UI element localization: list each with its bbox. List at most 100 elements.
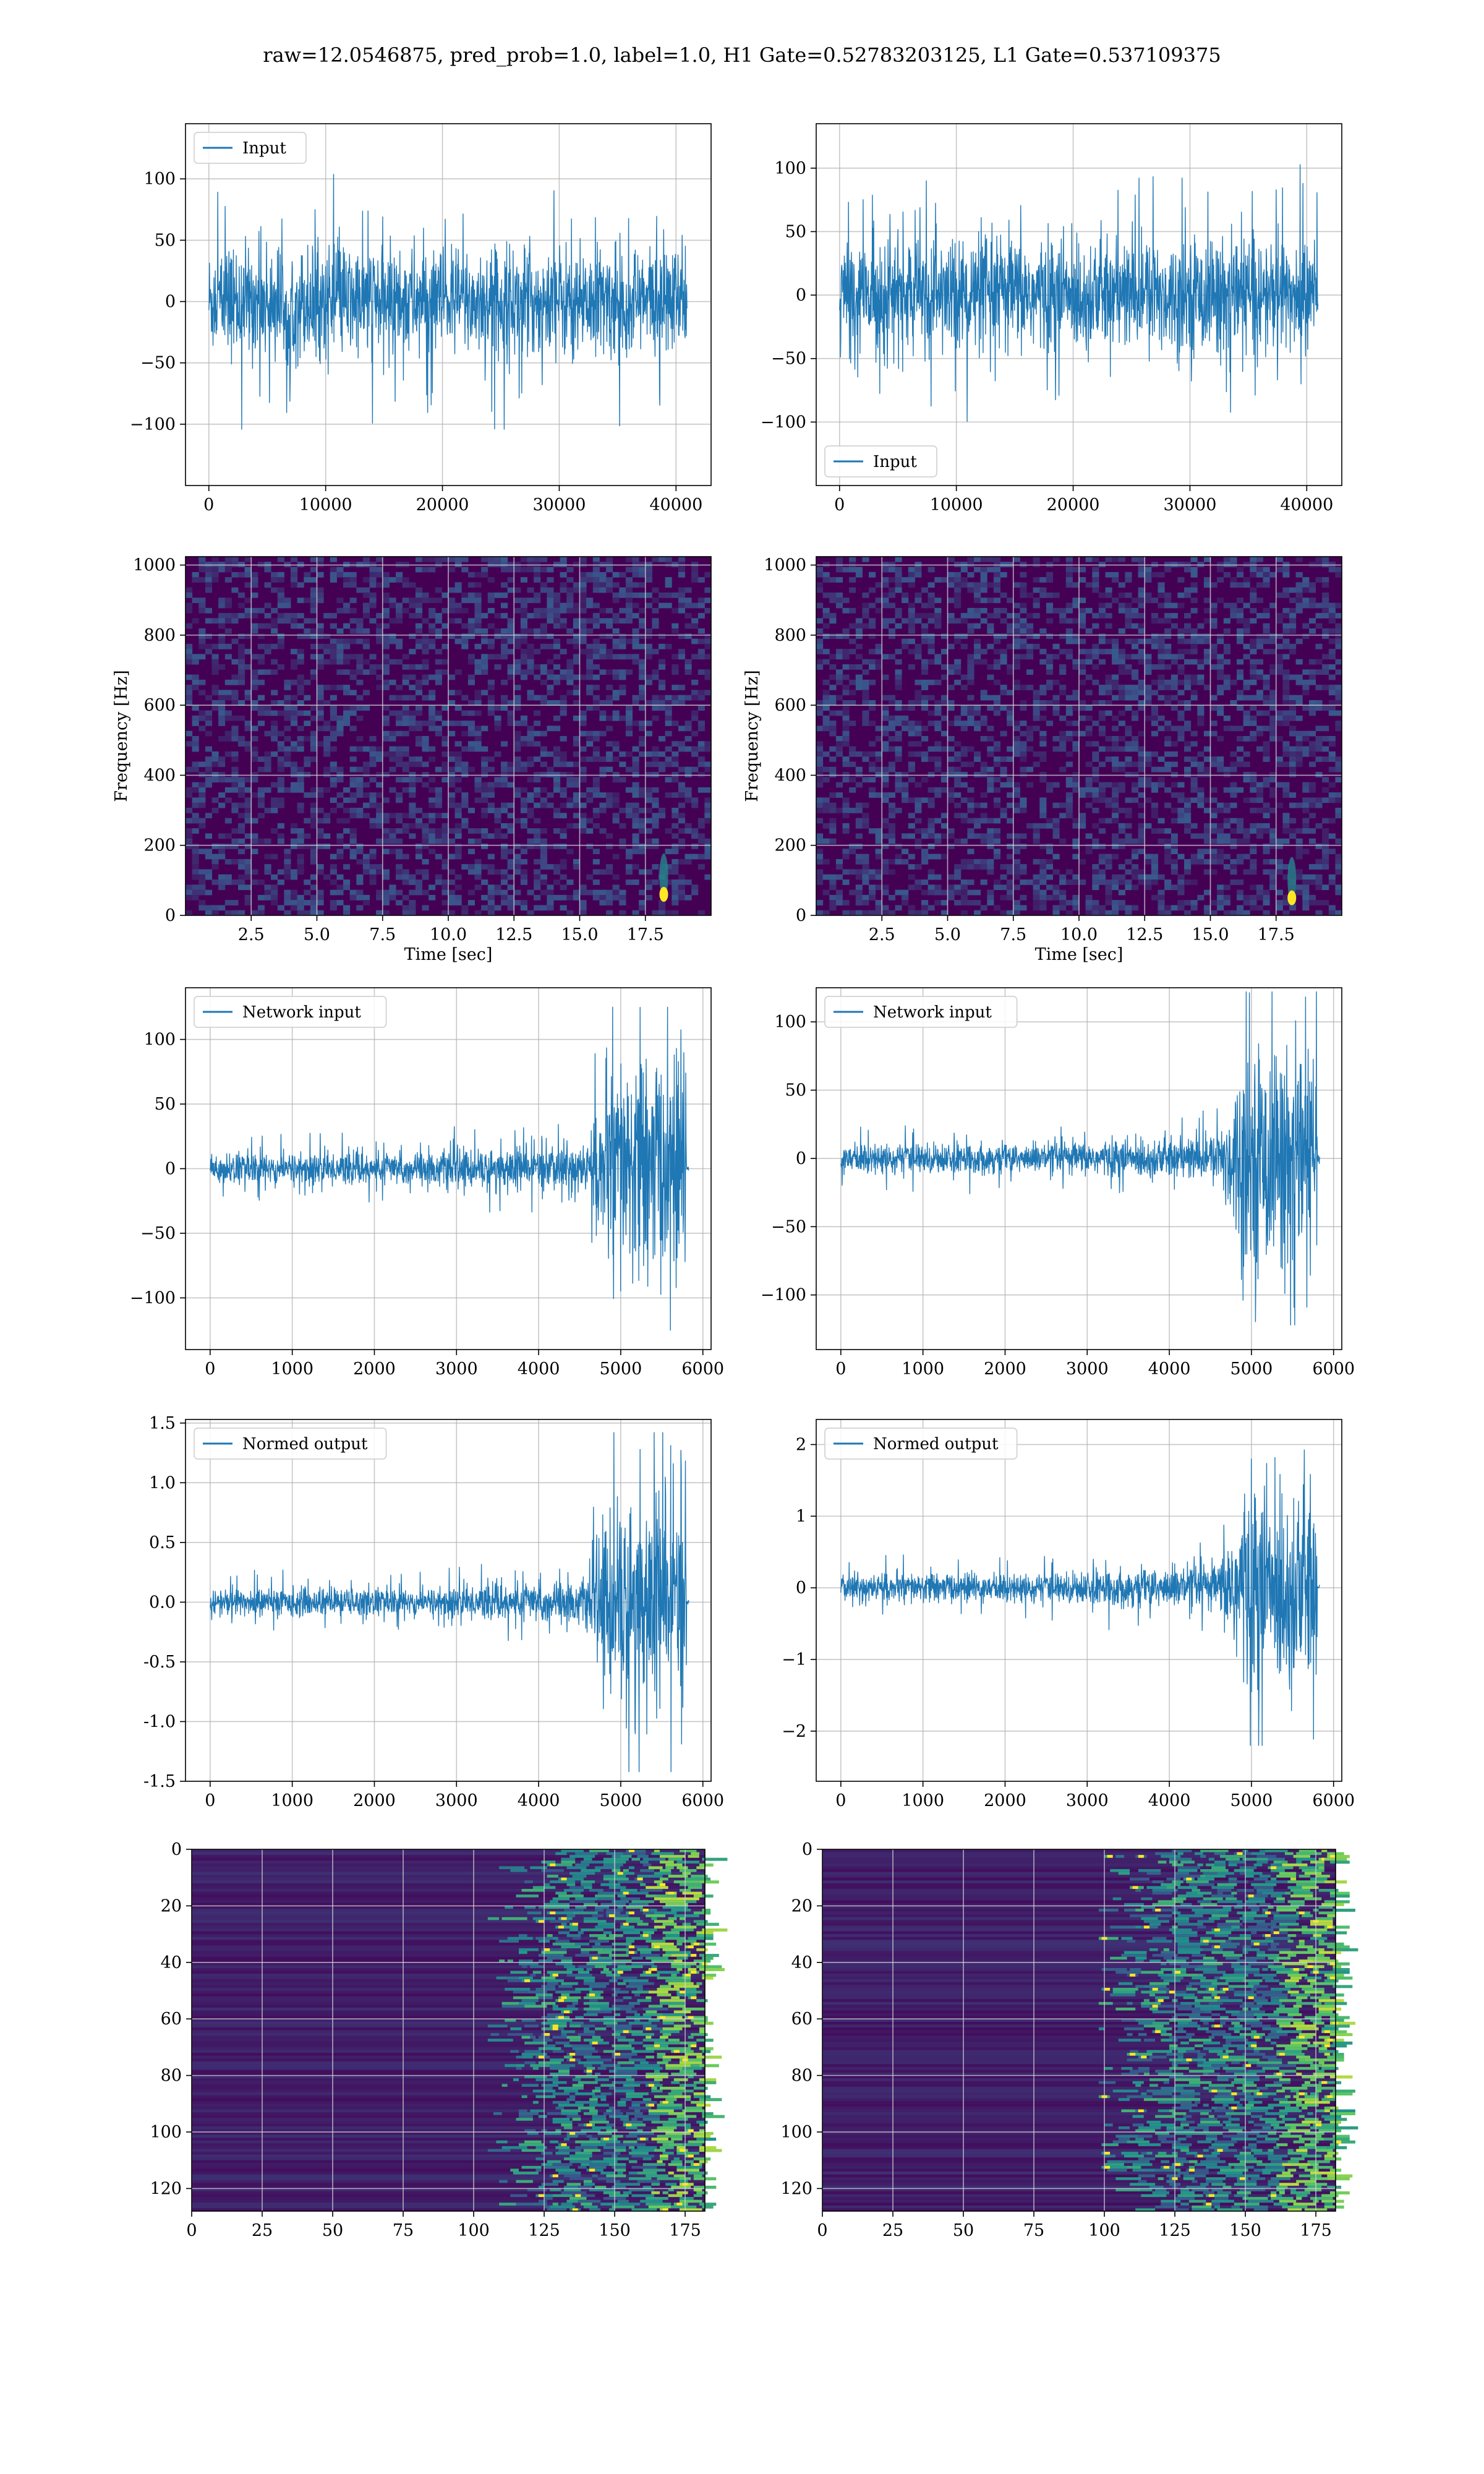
spec-h1-grid [186,557,711,916]
norm-l1-xtick-label-5: 5000 [1230,1791,1273,1810]
norm-l1-grid [816,1419,1342,1781]
gate-l1-ytick-label-6: 120 [780,2179,812,2198]
spec-l1-ylabel: Frequency [Hz] [743,670,762,802]
spec-l1-ytick-label-5: 1000 [764,556,806,575]
net-l1-legend-box [824,996,1018,1028]
spec-l1-xtick-label-4: 12.5 [1126,925,1163,944]
spec-l1-xtick-label-2: 7.5 [1000,925,1026,944]
gate-h1-xtick-label-0: 0 [186,2221,197,2240]
gate-l1-xtick-label-3: 75 [1023,2221,1044,2240]
spec-h1-hotspot [659,887,668,902]
gate-h1-xtick-label-6: 150 [599,2221,631,2240]
spec-h1-xtick-label-6: 17.5 [627,925,664,944]
input-h1-legend: Input [194,132,307,164]
spec-l1-ytick-label-3: 600 [774,696,806,715]
norm-l1-xtick-label-1: 1000 [902,1791,944,1810]
gate-h1-xtick-label-4: 100 [458,2221,490,2240]
spec-l1-ytick-label-1: 200 [774,836,806,855]
input-h1-xtick-label-3: 30000 [532,495,586,515]
norm-h1-ytick-label-5: 1.0 [149,1473,176,1492]
input-l1-xtick-label-0: 0 [834,495,845,515]
norm-l1-frame [816,1419,1342,1782]
norm-l1-series-line [840,1449,1320,1746]
gate-h1-ytick-label-4: 80 [161,2066,182,2086]
spec-l1-xtick-label-6: 17.5 [1258,925,1295,944]
spec-h1-frame [185,556,712,916]
net-h1-series-line [210,1006,689,1331]
net-l1-xtick-label-1: 1000 [902,1359,944,1379]
spec-h1-ytick-label-0: 0 [165,906,176,925]
norm-h1-legend-box [194,1427,387,1460]
norm-h1-legend-label: Normed output [242,1435,368,1453]
norm-l1-xtick-label-2: 2000 [984,1791,1026,1810]
spec-l1-ytick-label-2: 400 [774,766,806,785]
gate-h1-xtick-label-5: 125 [528,2221,560,2240]
norm-l1-ytick-label-2: 0 [796,1578,806,1598]
net-l1-frame [816,987,1342,1350]
net-h1-ytick-label-1: −50 [140,1224,176,1243]
input-h1-xtick-label-2: 20000 [416,495,469,515]
spec-l1-xtick-label-1: 5.0 [934,925,961,944]
norm-h1-frame [185,1419,712,1782]
input-l1-ytick-label-3: 50 [785,222,806,241]
gate-h1-frame [191,1849,706,2212]
norm-l1-xtick-label-0: 0 [835,1791,846,1810]
net-l1-ytick-label-4: 100 [774,1012,806,1032]
spec-h1-xtick-label-2: 7.5 [369,925,396,944]
norm-h1-series-line [210,1432,689,1773]
norm-h1-ytick-label-6: 1.5 [149,1414,176,1433]
input-h1-ytick-label-1: −50 [140,354,176,373]
input-l1-xtick-label-3: 30000 [1163,495,1216,515]
gate-h1-ytick-label-0: 0 [171,1840,182,1859]
spec-h1-xtick-label-3: 10.0 [430,925,467,944]
norm-l1-xtick-label-4: 4000 [1148,1791,1191,1810]
spec-h1-xtick-label-1: 5.0 [304,925,330,944]
input-h1-xtick-label-0: 0 [203,495,214,515]
gate-h1-axes: 0 25 50 75 100 125 150 175 0 20 40 60 80 100 120 [150,1840,728,2240]
norm-l1-legend-label: Normed output [873,1435,999,1453]
spec-h1-xtick-label-0: 2.5 [238,925,265,944]
spec-l1-ytick-label-0: 0 [796,906,806,925]
net-l1-ytick-label-2: 0 [796,1149,806,1168]
norm-h1-ytick-label-2: -0.5 [143,1653,176,1672]
input-l1-xtick-label-1: 10000 [930,495,983,515]
norm-l1-xtick-label-6: 6000 [1312,1791,1355,1810]
spec-h1-hotspot-glow [659,854,668,899]
net-h1-ytick-label-2: 0 [165,1160,176,1179]
input-h1-ytick-label-3: 50 [155,231,176,250]
net-l1-series-line [840,991,1320,1325]
figure-suptitle: raw=12.0546875, pred_prob=1.0, label=1.0… [263,43,1221,67]
gate-l1-ytick-label-1: 20 [791,1896,812,1915]
spec-l1-hotspot [1287,890,1297,905]
gate-l1-xtick-label-7: 175 [1300,2221,1332,2240]
gate-l1-xtick-label-2: 50 [953,2221,974,2240]
spec-h1-axes: 2.5 5.0 7.5 10.0 12.5 15.0 17.5 0 200 400 600 800 10… [112,556,712,964]
net-l1-xtick-label-3: 3000 [1066,1359,1109,1379]
input-h1-xtick-label-1: 10000 [299,495,352,515]
gate-l1-axes: 0 25 50 75 100 125 150 175 0 20 40 60 80 100 120 [780,1840,1358,2240]
net-h1-legend-box [194,996,387,1028]
net-l1-xtick-label-6: 6000 [1312,1359,1355,1379]
gate-l1-xtick-label-5: 125 [1159,2221,1191,2240]
gate-l1-ytick-label-0: 0 [802,1840,812,1859]
net-h1-ytick-label-0: −100 [130,1288,176,1308]
net-l1-legend-label: Network input [873,1003,992,1022]
gate-h1-ytick-label-6: 120 [150,2179,182,2198]
spec-h1-xtick-label-4: 12.5 [495,925,532,944]
net-h1-legend-label: Network input [242,1003,361,1022]
spec-l1-xtick-label-3: 10.0 [1060,925,1098,944]
gate-l1-xtick-label-4: 100 [1088,2221,1120,2240]
gate-h1-ytick-label-1: 20 [161,1896,182,1915]
input-l1-axes: Input 0 10000 20000 30000 40000 −100 −50 0 50 100 [761,123,1342,515]
gate-l1-frame [822,1849,1336,2212]
net-l1-xtick-label-0: 0 [835,1359,846,1379]
input-l1-xtick-label-4: 40000 [1280,495,1333,515]
input-l1-legend-label: Input [873,453,917,471]
net-l1-legend: Network input [824,996,1018,1028]
spec-l1-hotspot-glow [1287,857,1297,902]
gate-l1-ytick-label-5: 100 [780,2123,812,2142]
spec-h1-ytick-label-1: 200 [143,836,176,855]
